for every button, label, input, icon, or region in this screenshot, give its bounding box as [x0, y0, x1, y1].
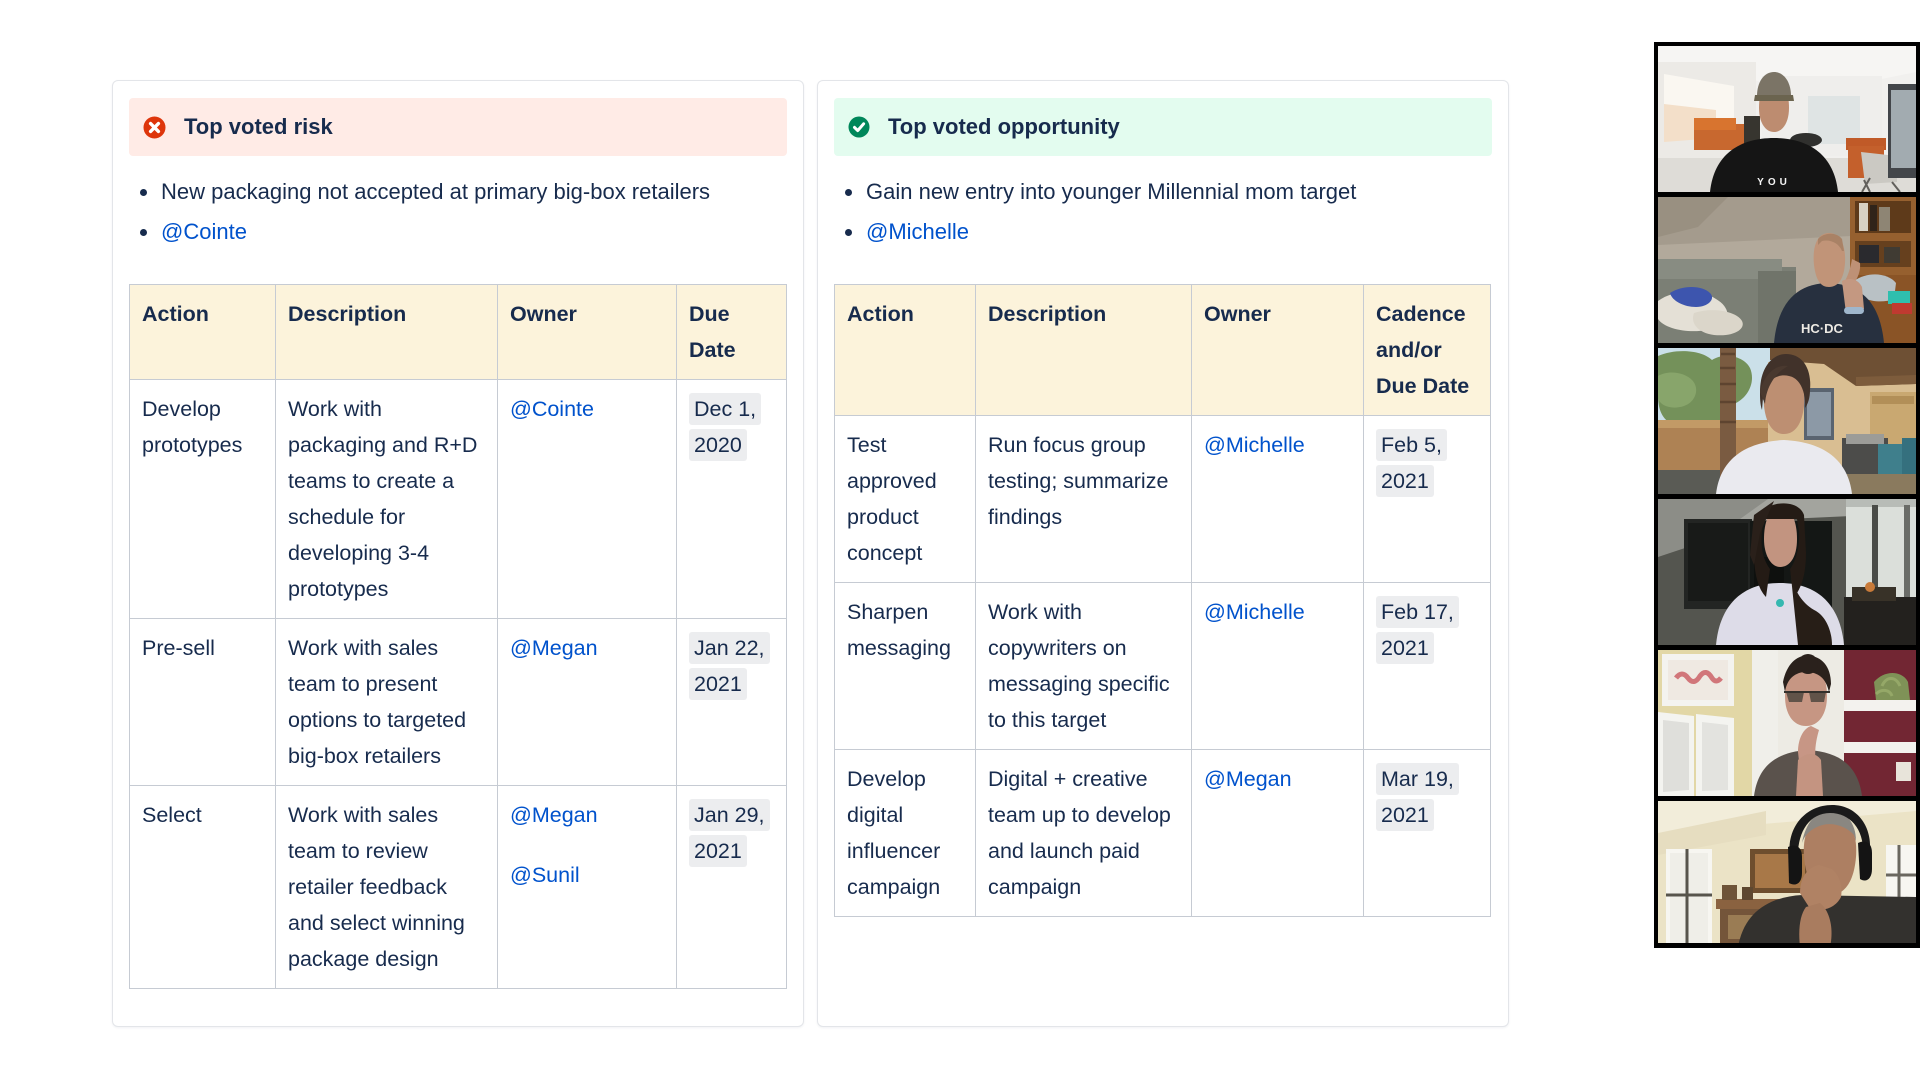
svg-text:HC·DC: HC·DC: [1801, 321, 1843, 336]
svg-text:YOU: YOU: [1757, 177, 1791, 188]
